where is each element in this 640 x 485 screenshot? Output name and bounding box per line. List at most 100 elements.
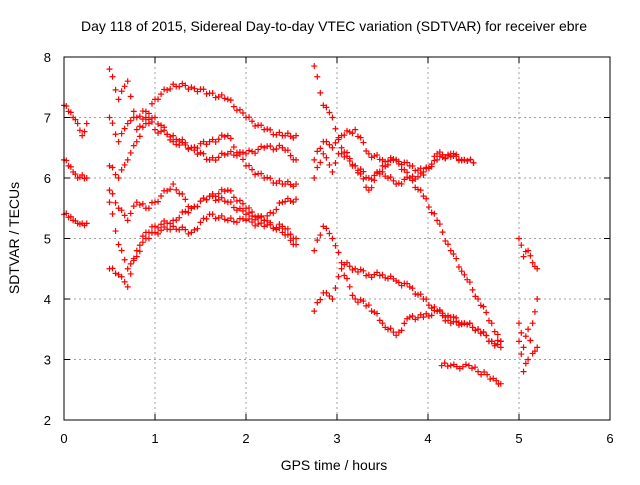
data-point <box>139 116 146 123</box>
data-point <box>224 96 231 103</box>
data-point <box>258 122 265 129</box>
data-point <box>212 197 219 204</box>
data-point <box>167 220 174 227</box>
data-point <box>276 221 283 228</box>
data-point <box>167 226 174 233</box>
data-point <box>72 171 79 178</box>
data-point <box>124 78 131 85</box>
data-point <box>417 187 424 194</box>
data-point <box>293 196 300 203</box>
data-point <box>224 187 231 194</box>
data-point <box>249 148 256 155</box>
data-point <box>497 380 504 387</box>
data-point <box>218 212 225 219</box>
data-point <box>176 226 183 233</box>
data-point <box>387 174 394 181</box>
data-point <box>423 296 430 303</box>
data-point <box>194 151 201 158</box>
data-point <box>79 171 86 178</box>
data-point <box>417 165 424 172</box>
data-point <box>249 118 256 125</box>
data-point <box>450 250 457 257</box>
data-point <box>267 143 274 150</box>
data-point <box>212 157 219 164</box>
data-point <box>420 168 427 175</box>
x-tick-label: 5 <box>515 431 522 446</box>
data-point <box>227 199 234 206</box>
data-point <box>354 133 361 140</box>
data-point <box>209 193 216 200</box>
data-point <box>121 125 128 132</box>
data-point <box>109 73 116 80</box>
data-point <box>534 296 541 302</box>
data-point <box>158 122 165 129</box>
data-point <box>170 132 177 139</box>
data-point <box>230 143 237 150</box>
data-point <box>173 186 180 193</box>
data-point <box>115 96 122 103</box>
data-point <box>450 150 457 157</box>
data-point <box>194 225 201 232</box>
data-point <box>284 147 291 154</box>
data-point <box>329 114 336 121</box>
data-point <box>398 180 405 187</box>
data-point <box>522 360 529 367</box>
data-point <box>246 216 253 223</box>
data-point <box>239 215 246 222</box>
data-point <box>179 80 186 87</box>
data-point <box>455 264 462 271</box>
data-point <box>317 145 324 152</box>
data-point <box>130 203 137 210</box>
data-point <box>464 157 471 164</box>
data-point <box>317 159 324 166</box>
data-point <box>338 265 345 272</box>
data-point <box>344 127 351 134</box>
data-point <box>398 327 405 334</box>
data-point <box>67 163 74 170</box>
data-point <box>224 217 231 224</box>
data-point <box>453 255 460 262</box>
data-point <box>127 210 134 217</box>
data-point <box>491 328 498 335</box>
data-point <box>470 159 477 166</box>
data-point <box>258 214 265 221</box>
data-point <box>145 120 152 127</box>
data-point <box>450 361 457 368</box>
data-point <box>404 159 411 166</box>
data-point <box>249 213 256 220</box>
data-point <box>368 176 375 183</box>
data-point <box>83 120 90 127</box>
data-point <box>167 136 174 143</box>
data-point <box>357 296 364 303</box>
data-point <box>139 200 146 207</box>
data-point <box>258 143 265 150</box>
data-point <box>236 205 243 212</box>
data-point <box>233 107 240 114</box>
x-axis-label: GPS time / hours <box>281 457 388 473</box>
data-point <box>158 128 165 135</box>
data-point <box>445 151 452 158</box>
data-point <box>197 198 204 205</box>
data-point <box>520 344 527 351</box>
data-point <box>152 199 158 206</box>
data-point <box>246 162 253 169</box>
data-point <box>233 207 240 214</box>
data-point <box>447 362 454 369</box>
data-point <box>395 279 402 286</box>
data-point <box>133 253 140 260</box>
data-point <box>317 296 324 303</box>
data-point <box>346 128 353 135</box>
data-point <box>293 181 300 188</box>
data-point <box>525 356 532 363</box>
data-point <box>246 147 253 154</box>
data-point <box>384 161 391 168</box>
data-point <box>374 269 381 276</box>
data-point <box>72 116 79 123</box>
data-point <box>133 247 140 254</box>
data-point <box>518 329 525 336</box>
data-point <box>161 224 168 231</box>
data-point <box>246 204 253 211</box>
data-point <box>431 210 438 217</box>
data-point <box>252 222 259 229</box>
